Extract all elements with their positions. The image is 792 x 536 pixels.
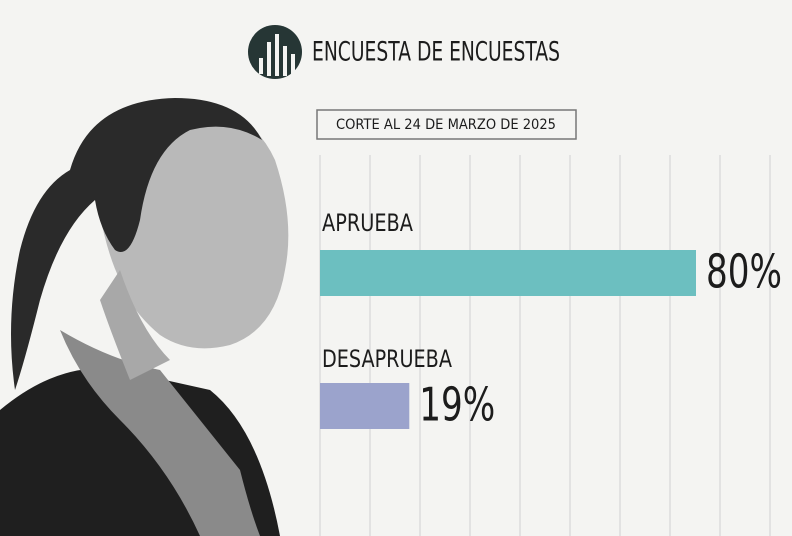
chart-title: ENCUESTA DE ENCUESTAS: [312, 37, 560, 68]
category-label: DESAPRUEBA: [322, 345, 452, 373]
logo: [248, 25, 302, 79]
portrait: [0, 98, 289, 536]
value-label: 80%: [706, 245, 782, 299]
bar: [320, 383, 410, 429]
chart-subtitle: CORTE AL 24 DE MARZO DE 2025: [336, 117, 556, 133]
value-label: 19%: [419, 378, 495, 432]
subtitle-box: [316, 109, 577, 140]
grid: [319, 155, 771, 536]
bar: [320, 250, 696, 296]
category-label: APRUEBA: [322, 209, 413, 237]
